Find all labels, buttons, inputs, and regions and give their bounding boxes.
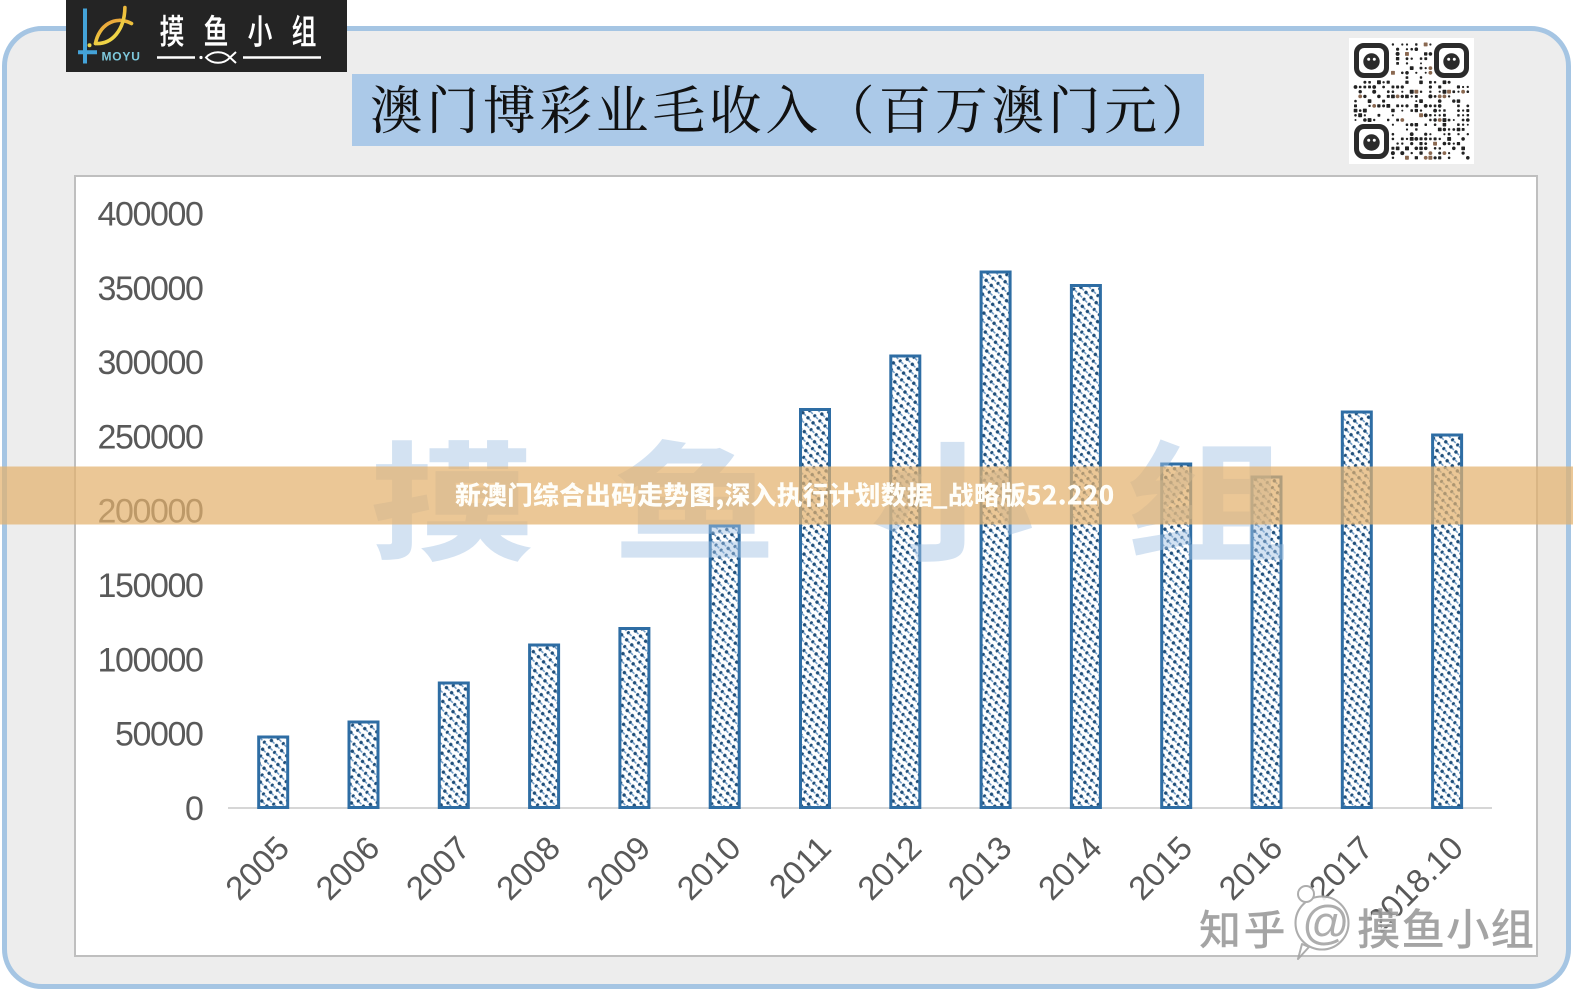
svg-text:2008: 2008 bbox=[489, 829, 567, 907]
svg-text:2014: 2014 bbox=[1031, 829, 1109, 907]
svg-text:0: 0 bbox=[185, 790, 203, 828]
svg-text:250000: 250000 bbox=[97, 418, 203, 456]
svg-text:2011: 2011 bbox=[762, 829, 838, 905]
svg-text:2009: 2009 bbox=[579, 829, 657, 907]
svg-text:2013: 2013 bbox=[940, 829, 1018, 907]
svg-text:100000: 100000 bbox=[97, 641, 203, 679]
svg-text:MOYU: MOYU bbox=[102, 50, 141, 64]
svg-text:@: @ bbox=[1302, 896, 1350, 949]
svg-text:2015: 2015 bbox=[1121, 829, 1199, 907]
svg-text:2007: 2007 bbox=[399, 829, 477, 907]
svg-text:50000: 50000 bbox=[115, 716, 203, 754]
svg-text:400000: 400000 bbox=[97, 196, 203, 234]
svg-text:150000: 150000 bbox=[97, 567, 203, 605]
svg-text:2005: 2005 bbox=[218, 829, 296, 907]
svg-text:350000: 350000 bbox=[97, 270, 203, 308]
svg-text:2012: 2012 bbox=[850, 829, 928, 907]
svg-text:2016: 2016 bbox=[1211, 829, 1289, 907]
svg-text:300000: 300000 bbox=[97, 344, 203, 382]
svg-text:2010: 2010 bbox=[670, 829, 748, 907]
svg-text:2006: 2006 bbox=[308, 829, 386, 907]
